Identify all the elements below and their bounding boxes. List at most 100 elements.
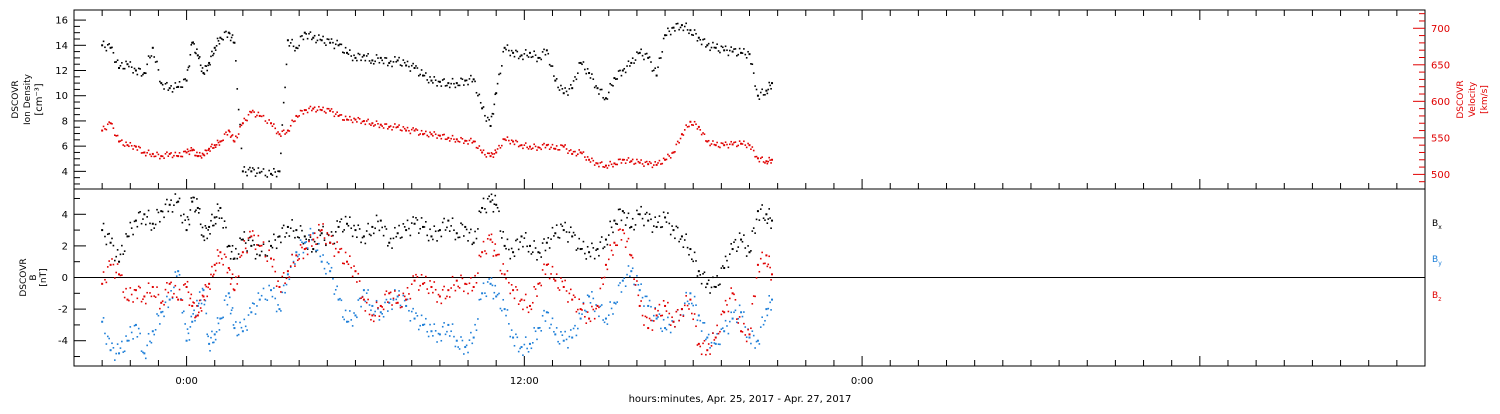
velocity-point <box>464 139 467 142</box>
velocity-point <box>712 140 714 142</box>
field-point-By <box>249 307 251 309</box>
field-point-Bx <box>560 223 562 226</box>
ion-density-point <box>194 51 196 54</box>
velocity-point <box>385 123 388 125</box>
field-point-Bx <box>720 267 723 269</box>
field-point-Bx <box>515 239 517 242</box>
ion-density-point <box>720 45 723 48</box>
field-point-Bx <box>485 211 488 214</box>
ion-density-point <box>423 74 426 77</box>
ion-density-point <box>643 58 645 61</box>
ion-density-point <box>403 61 406 64</box>
ion-density-point <box>756 94 759 97</box>
velocity-point <box>682 134 685 136</box>
field-point-Bz <box>374 314 376 317</box>
velocity-point <box>599 162 602 164</box>
ion-density-point <box>187 66 190 69</box>
field-point-Bx <box>744 247 747 249</box>
field-point-Bx <box>464 225 467 228</box>
field-point-Bz <box>193 302 195 304</box>
ion-density-point <box>251 167 254 169</box>
field-point-Bz <box>700 353 703 356</box>
field-point-By <box>721 327 724 329</box>
field-point-Bz <box>416 276 419 278</box>
velocity-point <box>427 135 430 138</box>
field-point-Bx <box>533 240 535 242</box>
field-point-Bx <box>738 232 741 234</box>
ion-density-point <box>496 82 499 85</box>
velocity-point <box>710 143 713 145</box>
velocity-point <box>216 139 219 142</box>
ion-density-point <box>240 147 243 150</box>
field-point-Bx <box>537 251 540 254</box>
velocity-point <box>140 152 143 154</box>
field-point-By <box>377 308 379 310</box>
field-point-Bz <box>633 278 635 280</box>
velocity-point <box>664 158 667 161</box>
field-point-Bx <box>645 211 648 214</box>
velocity-point <box>721 142 724 145</box>
field-point-By <box>275 310 278 313</box>
field-point-By <box>733 311 735 314</box>
velocity-point <box>166 151 168 153</box>
ion-density-point <box>156 60 158 63</box>
ion-density-point <box>522 58 524 61</box>
field-point-Bx <box>588 251 591 254</box>
field-point-Bx <box>389 237 392 240</box>
field-point-Bx <box>550 238 552 240</box>
velocity-point <box>426 134 429 137</box>
field-point-Bx <box>539 252 541 254</box>
velocity-point <box>531 147 534 150</box>
velocity-point <box>190 147 193 149</box>
field-point-By <box>457 346 459 348</box>
field-point-Bx <box>676 226 679 229</box>
velocity-point <box>347 119 350 121</box>
velocity-point <box>203 154 206 157</box>
ion-density-point <box>212 52 215 55</box>
field-point-Bx <box>603 246 606 248</box>
field-point-Bz <box>728 297 731 300</box>
field-point-Bz <box>429 280 431 282</box>
velocity-point <box>417 134 420 136</box>
ion-density-point <box>413 66 416 69</box>
field-point-Bx <box>606 243 609 246</box>
ion-density-point <box>286 39 289 42</box>
field-point-Bz <box>106 266 109 268</box>
field-point-Bz <box>667 301 669 304</box>
field-point-By <box>748 336 751 339</box>
field-point-Bz <box>565 290 568 292</box>
ion-density-point <box>430 79 433 82</box>
velocity-point <box>651 166 654 169</box>
field-point-Bz <box>671 316 673 319</box>
field-point-Bz <box>705 353 707 356</box>
field-point-Bz <box>592 308 595 311</box>
ion-density-point <box>503 46 506 49</box>
velocity-point <box>412 127 414 129</box>
ion-density-point <box>696 39 699 42</box>
field-point-Bz <box>167 291 170 294</box>
velocity-point <box>489 155 492 158</box>
field-point-By <box>501 309 503 312</box>
field-point-Bx <box>381 226 383 229</box>
field-point-By <box>427 335 430 338</box>
field-point-Bx <box>341 230 344 233</box>
velocity-point <box>180 155 182 158</box>
field-point-By <box>451 323 454 325</box>
field-point-By <box>340 299 343 302</box>
ion-density-point <box>692 34 695 36</box>
field-point-Bz <box>702 342 704 345</box>
field-point-Bx <box>650 218 652 221</box>
ion-density-point <box>600 88 603 91</box>
field-point-Bz <box>719 330 721 333</box>
field-point-Bz <box>540 284 543 287</box>
field-point-Bz <box>214 269 217 272</box>
field-point-By <box>621 279 624 282</box>
field-point-Bx <box>536 258 538 261</box>
field-point-Bz <box>720 313 723 316</box>
field-point-By <box>515 333 517 336</box>
field-point-By <box>303 241 306 244</box>
field-point-By <box>544 320 547 322</box>
legend-x: Bx <box>1432 219 1442 231</box>
field-point-Bx <box>111 237 113 240</box>
field-point-Bz <box>571 298 574 301</box>
